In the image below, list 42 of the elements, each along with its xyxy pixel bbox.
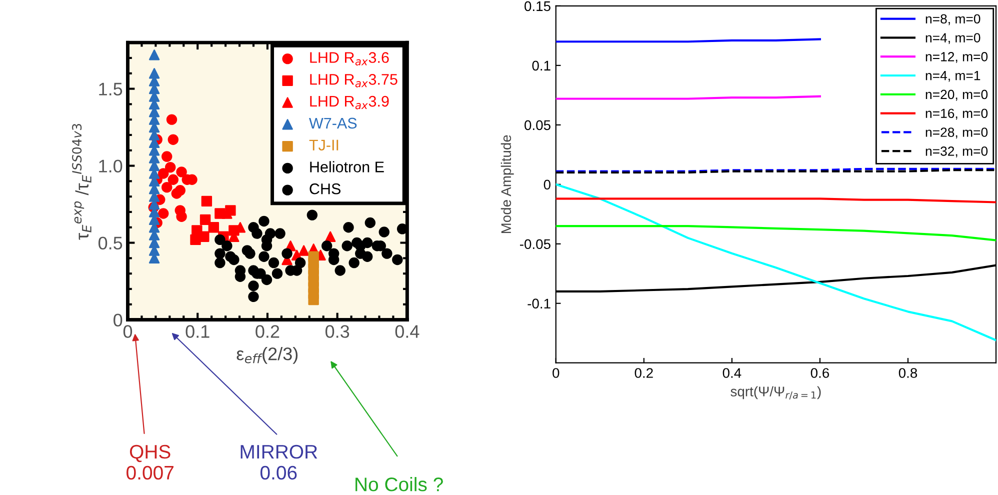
y-tick-label: 0.1 [532,60,550,71]
x-axis-title: sqrt(Ψ/Ψ$_{r/a=1}$) [730,386,821,400]
x-tick-label: 0.2 [256,325,280,338]
legend-label: n=4, m=1 [926,71,980,82]
legend-label: CHS [310,183,341,194]
y-tick-label: -0.05 [520,239,550,250]
y-tick-label: 0 [114,314,122,326]
x-tick-label: 0 [123,325,132,338]
y-tick-label: -0.1 [528,298,550,309]
x-tick-label: 0.2 [634,368,653,378]
legend-label: n=28, m=0 [926,128,988,138]
y-tick-label: 0.15 [524,1,550,12]
text: No Coils ? [356,477,443,492]
x-tick-label: 0 [552,368,560,378]
legend-label: LHD R$_{ax}$3.9 [310,96,389,110]
legend-label: W7-AS [309,118,357,129]
y-tick-label: 0.5 [98,236,122,250]
y-tick-label: 0 [544,180,550,190]
x-tick-label: 0.6 [810,368,829,378]
legend-label: LHD R$_{ax}$3.75 [310,74,398,88]
legend-label: n=32, m=0 [926,146,988,158]
x-tick-label: 0.1 [186,325,210,338]
y-tick-label: 1.5 [99,82,122,96]
text: QHS 0.007 [126,444,174,480]
legend-label: LHD R$_{ax}$3.6 [310,52,389,66]
legend-label: n=12, m=0 [926,52,988,63]
x-tick-label: 0.4 [722,368,742,378]
legend-label: TJ-II [309,140,338,150]
x-tick-label: 0.8 [898,368,918,378]
x-axis-title: ε$_{eff}$(2/3) [236,347,298,364]
legend-label: n=16, m=0 [926,108,988,120]
x-tick-label: 0.4 [395,325,420,338]
legend-label: n=8, m=0 [926,14,980,26]
y-axis-title: Mode Amplitude [500,135,514,234]
legend-label: Heliotron E [310,161,384,172]
y-tick-label: 0.05 [524,120,550,130]
y-axis-title: τ$_{E}$$^{exp}$ /τ$_{E}$$^{ISS04v3}$ [72,124,92,240]
legend-label: n=20, m=0 [926,90,988,101]
y-tick-label: 1.0 [99,160,122,172]
legend-label: n=4, m=0 [926,33,980,44]
x-tick-label: 0.3 [325,325,350,338]
text: MIRROR 0.06 [240,444,318,480]
